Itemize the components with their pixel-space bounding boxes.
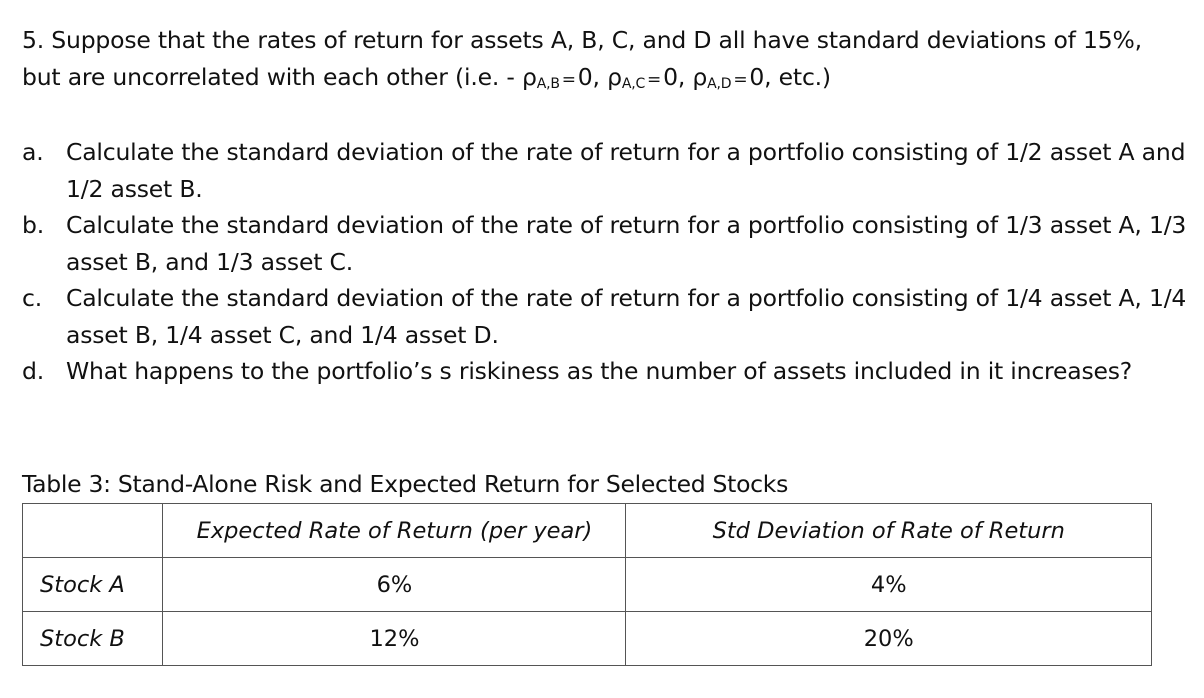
- part-a: a. Calculate the standard deviation of t…: [22, 134, 1197, 207]
- question-line-1: 5. Suppose that the rates of return for …: [22, 26, 1142, 54]
- question-line-2: but are uncorrelated with each other (i.…: [22, 59, 1192, 103]
- part-b: b. Calculate the standard deviation of t…: [22, 207, 1197, 280]
- cell-expected-stock-a: 6%: [162, 557, 627, 612]
- table-caption: Table 3: Stand-Alone Risk and Expected R…: [22, 470, 789, 498]
- part-c-letter: c.: [22, 284, 42, 312]
- row-label-stock-a: Stock A: [21, 557, 164, 612]
- question-parts-list: a. Calculate the standard deviation of t…: [22, 134, 1197, 390]
- table-header-std-deviation: Std Deviation of Rate of Return: [625, 503, 1152, 558]
- cell-expected-stock-b: 12%: [162, 611, 627, 666]
- table-header-blank: [21, 503, 164, 558]
- part-d: d. What happens to the portfolio’s s ris…: [22, 353, 1197, 390]
- table-header-row: Expected Rate of Return (per year) Std D…: [21, 503, 1152, 558]
- correlation-ad: ρA,D =0,: [692, 63, 779, 92]
- cell-std-stock-a: 4%: [625, 557, 1152, 612]
- table-row: Stock B 12% 20%: [21, 611, 1152, 666]
- correlation-ab: ρA,B =0,: [521, 63, 608, 92]
- question-line-2-suffix: etc.): [778, 63, 831, 91]
- question-prompt: 5. Suppose that the rates of return for …: [22, 22, 1192, 103]
- correlation-ac: ρA,C =0,: [607, 63, 693, 92]
- part-a-letter: a.: [22, 138, 44, 166]
- part-d-letter: d.: [22, 357, 44, 385]
- table-row: Stock A 6% 4%: [21, 557, 1152, 612]
- stock-risk-return-table: Expected Rate of Return (per year) Std D…: [21, 503, 1152, 666]
- part-b-letter: b.: [22, 211, 44, 239]
- part-c-text: Calculate the standard deviation of the …: [66, 284, 1187, 349]
- cell-std-stock-b: 20%: [625, 611, 1152, 666]
- part-a-text: Calculate the standard deviation of the …: [66, 138, 1186, 203]
- question-line-2-prefix: but are uncorrelated with each other (i.…: [22, 63, 522, 91]
- row-label-stock-b: Stock B: [21, 611, 164, 666]
- part-b-text: Calculate the standard deviation of the …: [66, 211, 1187, 276]
- part-c: c. Calculate the standard deviation of t…: [22, 280, 1197, 353]
- table-header-expected-return: Expected Rate of Return (per year): [162, 503, 627, 558]
- part-d-text: What happens to the portfolio’s s riskin…: [66, 357, 1133, 385]
